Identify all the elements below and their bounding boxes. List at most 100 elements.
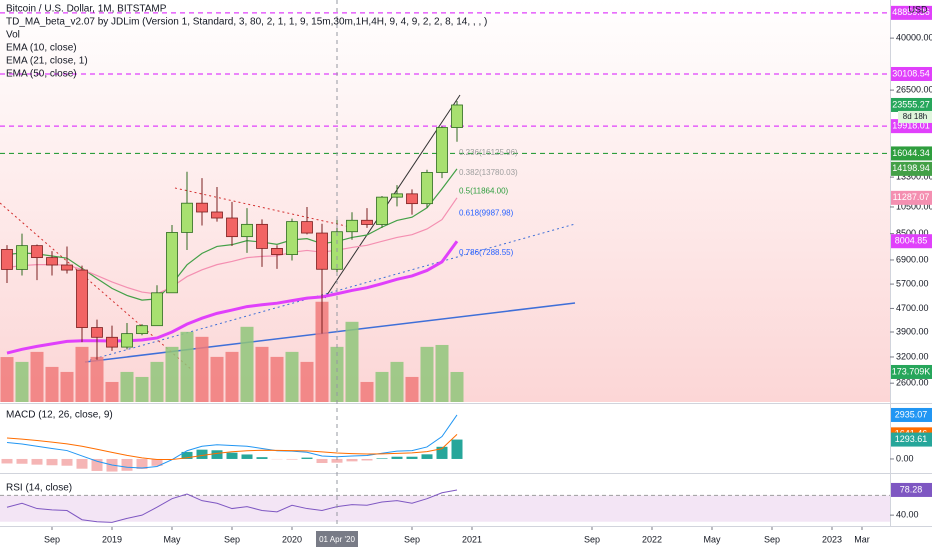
candle-body (242, 224, 253, 236)
histogram-bar (377, 458, 388, 459)
y-tick-label: 6900.00 (896, 254, 929, 264)
volume-bar (91, 357, 104, 402)
histogram-bar (212, 450, 223, 459)
candle-body (362, 220, 373, 224)
histogram-bar (407, 457, 418, 459)
legend-title: Bitcoin / U.S. Dollar, 1M, BITSTAMP (6, 4, 167, 15)
level-tag: 16044.34 (892, 148, 930, 158)
histogram-bar (77, 459, 88, 469)
x-tick-label: Sep (764, 534, 780, 544)
candle-body (407, 194, 418, 204)
candle-body (272, 248, 283, 254)
histogram-bar (422, 454, 433, 459)
volume-bar (301, 362, 314, 402)
candle-body (212, 212, 223, 218)
x-tick-label: Sep (224, 534, 240, 544)
volume-bar (106, 382, 119, 402)
x-tick-label: Sep (404, 534, 420, 544)
candle-body (182, 203, 193, 232)
ema-tag: 14198.94 (892, 163, 930, 173)
histogram-bar (287, 459, 298, 460)
volume-bar (76, 347, 89, 402)
candle-body (92, 328, 103, 338)
x-tick-label: May (703, 534, 721, 544)
x-tick-label: 2020 (282, 534, 302, 544)
legend-series: EMA (50, close) (6, 69, 77, 80)
y-tick-label: 3200.00 (896, 351, 929, 361)
y-tick-label: 5700.00 (896, 278, 929, 288)
histogram-bar (17, 459, 28, 464)
histogram-bar (242, 454, 253, 458)
candle-body (317, 233, 328, 269)
y-tick-label: 2600.00 (896, 378, 929, 388)
histogram-bar (122, 459, 133, 471)
price-tag: 23555.27 (892, 99, 930, 109)
x-tick-label: 2022 (642, 534, 662, 544)
legend-series: EMA (21, close, 1) (6, 56, 88, 67)
volume-bar (346, 322, 359, 402)
ema-tag: 8004.85 (895, 236, 928, 246)
candle-body (302, 222, 313, 233)
candle-body (2, 249, 13, 269)
legend-indicator: TD_MA_beta_v2.07 by JDLim (Version 1, St… (6, 17, 487, 28)
y-tick-label: 0.00 (896, 453, 914, 463)
volume-bar (226, 352, 239, 402)
x-tick-label: 2023 (822, 534, 842, 544)
candle-body (437, 128, 448, 173)
y-tick-label: 4700.00 (896, 303, 929, 313)
macd-tag: 1293.61 (895, 434, 928, 444)
volume-bar (166, 347, 179, 402)
volume-bar (136, 377, 149, 402)
volume-bar (196, 337, 209, 402)
volume-bar (436, 345, 449, 402)
candle-body (107, 337, 118, 347)
candle-body (167, 232, 178, 292)
volume-bar (1, 357, 14, 402)
candle-body (47, 258, 58, 265)
volume-bar (406, 377, 419, 402)
volume-bar (391, 362, 404, 402)
y-tick-label: 3900.00 (896, 326, 929, 336)
histogram-bar (227, 453, 238, 459)
histogram-bar (452, 440, 463, 459)
candle-body (257, 224, 268, 248)
ema-tag: 11287.07 (893, 192, 930, 202)
x-tick-label: Sep (584, 534, 600, 544)
histogram-bar (32, 459, 43, 465)
y-tick-label: 26500.00 (896, 84, 932, 94)
fib-label: 0.618(9987.98) (459, 208, 514, 217)
volume-bar (361, 382, 374, 402)
candle-body (422, 172, 433, 203)
volume-bar (61, 372, 74, 402)
histogram-bar (347, 459, 358, 461)
level-tag: 30108.54 (892, 68, 930, 78)
candle-body (377, 197, 388, 224)
fib-label: 0.786(7288.55) (459, 248, 514, 257)
volume-bar (121, 372, 134, 402)
candle-body (122, 334, 133, 347)
candle-body (17, 246, 28, 270)
histogram-bar (62, 459, 73, 466)
macd-pane (0, 405, 890, 472)
volume-bar (421, 347, 434, 402)
candle-body (197, 203, 208, 212)
volume-bar (376, 372, 389, 402)
candle-body (347, 220, 358, 231)
candle-body (452, 105, 463, 128)
x-tick-label: 2019 (102, 534, 122, 544)
histogram-bar (257, 457, 268, 459)
volume-bar (271, 357, 284, 402)
currency: USD (908, 4, 928, 14)
histogram-bar (392, 457, 403, 459)
countdown: 8d 18h (903, 112, 927, 121)
candle-body (32, 246, 43, 258)
candle-body (227, 218, 238, 237)
volume-bar (151, 362, 164, 402)
candle-body (137, 326, 148, 334)
histogram-bar (302, 458, 313, 459)
volume-bar (181, 332, 194, 402)
x-tick-label: 2021 (462, 534, 482, 544)
macd-title: MACD (12, 26, close, 9) (6, 410, 113, 421)
volume-bar (211, 357, 224, 402)
